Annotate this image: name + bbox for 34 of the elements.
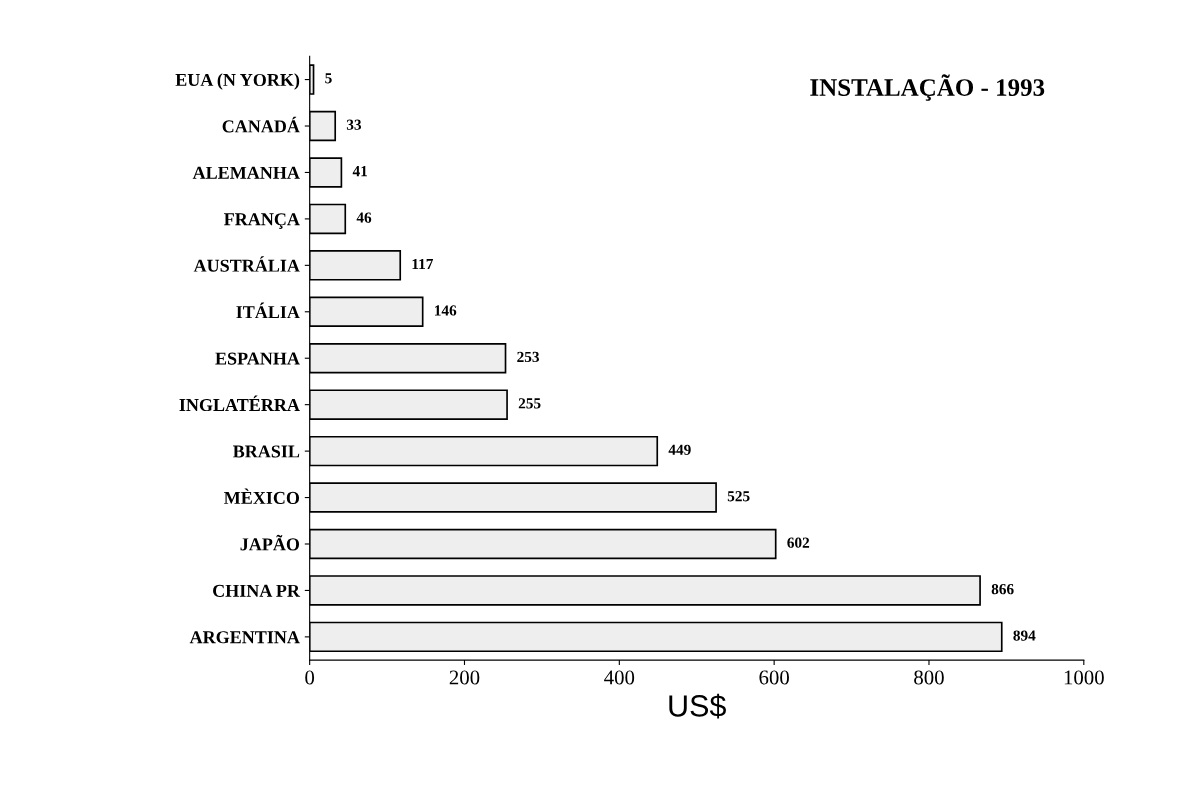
data-label: 894 xyxy=(1013,630,1036,641)
data-label: 525 xyxy=(727,491,750,502)
data-label: 41 xyxy=(352,166,367,177)
y-tick-label: BRASIL xyxy=(233,445,300,458)
data-label: 449 xyxy=(668,444,691,455)
y-tick-label: CANADÁ xyxy=(222,116,300,133)
y-tick-label: FRANÇA xyxy=(224,213,300,229)
data-label: 602 xyxy=(787,537,810,548)
text: INSTALAÇÃO - 1993 xyxy=(810,74,1045,101)
data-label: 33 xyxy=(346,119,362,130)
x-tick-label: 0 xyxy=(305,670,315,685)
y-tick-label: ALEMANHA xyxy=(192,166,300,179)
y-tick-label: MÈXICO xyxy=(224,488,300,504)
data-label: 46 xyxy=(356,212,372,223)
y-tick-label: ARGENTINA xyxy=(189,631,300,644)
x-tick-label: 800 xyxy=(914,670,944,685)
x-tick-label: 1000 xyxy=(1064,670,1104,685)
x-tick-label: 200 xyxy=(449,670,480,685)
x-axis-title: US$ xyxy=(669,693,726,719)
y-tick-label: CHINA PR xyxy=(213,584,301,597)
data-label: 866 xyxy=(991,583,1014,595)
data-label: 146 xyxy=(435,305,457,316)
y-tick-label: AUSTRÁLIA xyxy=(193,256,300,272)
y-tick-label: JAPÃO xyxy=(240,534,300,551)
data-label: 5 xyxy=(325,73,332,84)
y-tick-label: ESPANHA xyxy=(215,352,300,365)
data-label: 117 xyxy=(412,258,434,270)
y-tick-label: ITÁLIA xyxy=(236,302,300,319)
y-tick-label: EUA (N YORK) xyxy=(175,73,300,90)
x-tick-label: 400 xyxy=(604,670,635,685)
data-label: 253 xyxy=(517,351,540,363)
y-tick-label: INGLATÉRRA xyxy=(179,395,300,412)
x-tick-label: 600 xyxy=(759,670,789,685)
data-label: 255 xyxy=(518,398,541,409)
